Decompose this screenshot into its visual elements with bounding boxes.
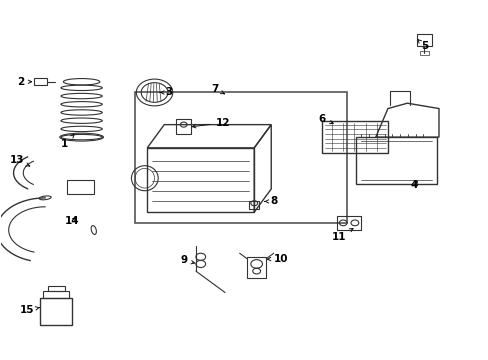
Bar — [176, 119, 191, 134]
Text: 9: 9 — [180, 255, 194, 265]
Text: 7: 7 — [211, 84, 224, 94]
Bar — [419, 51, 428, 55]
Text: 4: 4 — [410, 180, 418, 190]
Bar — [47, 286, 64, 292]
Bar — [135, 93, 346, 223]
Bar — [67, 180, 94, 194]
Text: 2: 2 — [17, 77, 32, 87]
Text: 15: 15 — [20, 305, 40, 315]
Bar — [356, 137, 436, 184]
Bar — [416, 33, 431, 46]
Text: 1: 1 — [61, 135, 74, 149]
Text: 5: 5 — [417, 40, 427, 51]
Bar — [249, 202, 259, 209]
Bar — [147, 148, 254, 212]
Text: 8: 8 — [264, 197, 277, 206]
Bar — [34, 78, 46, 85]
Text: 3: 3 — [160, 87, 172, 98]
Bar — [40, 298, 72, 325]
Text: 10: 10 — [267, 253, 287, 264]
Text: 11: 11 — [331, 229, 352, 242]
Text: 12: 12 — [192, 118, 229, 128]
Bar — [322, 121, 387, 153]
Text: 14: 14 — [64, 216, 79, 226]
Text: 13: 13 — [10, 156, 30, 166]
Bar — [246, 257, 266, 278]
Text: 6: 6 — [318, 114, 333, 124]
Bar — [42, 292, 69, 298]
